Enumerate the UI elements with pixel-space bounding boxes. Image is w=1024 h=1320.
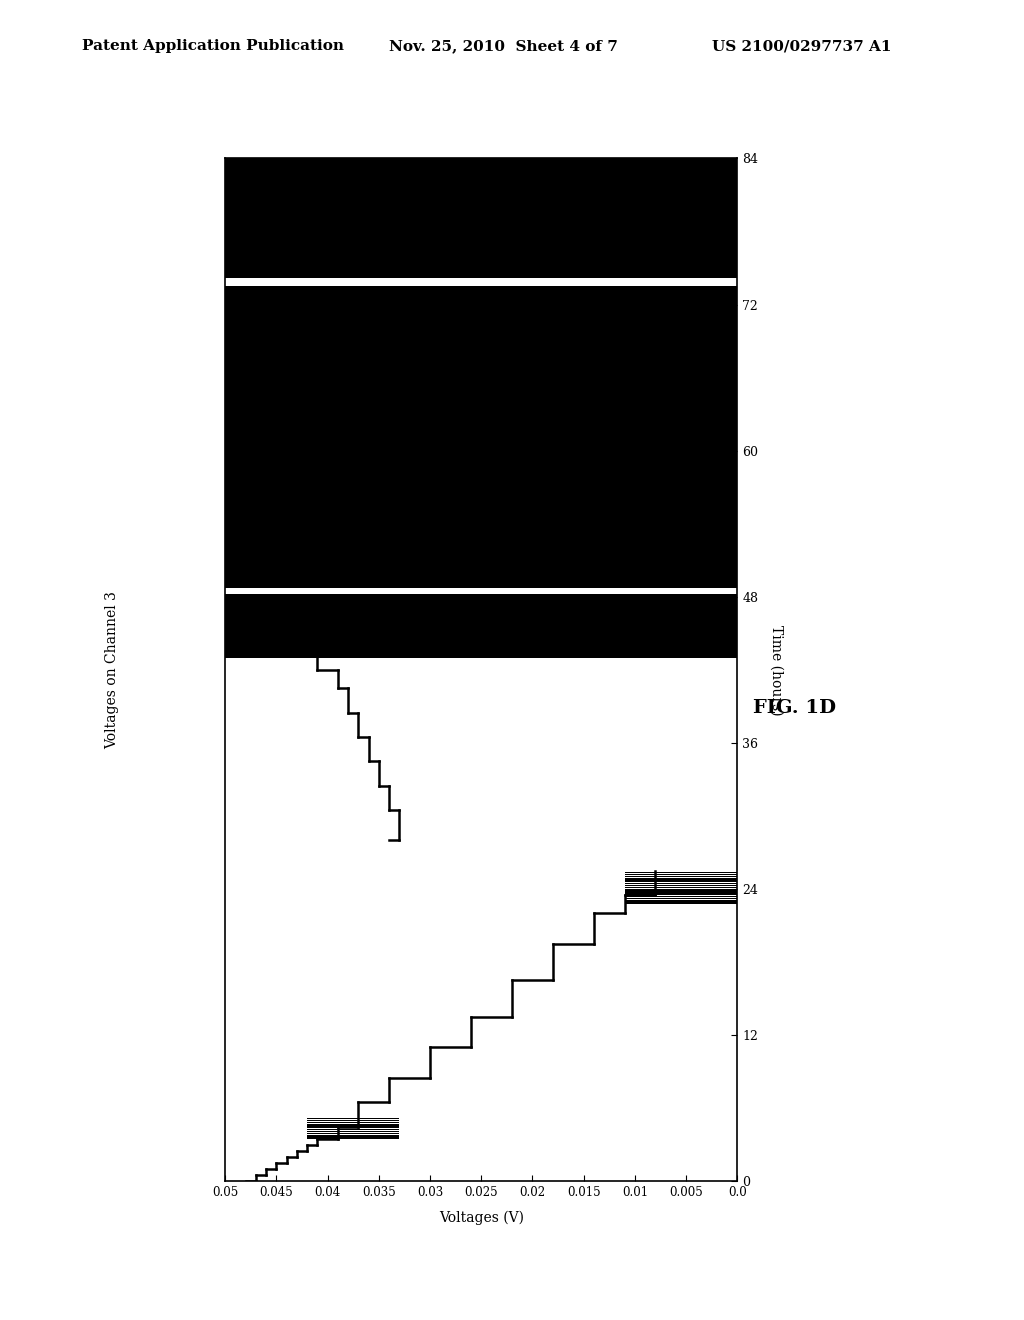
Text: FIG. 1D: FIG. 1D <box>753 698 836 717</box>
Text: Patent Application Publication: Patent Application Publication <box>82 40 344 53</box>
Text: Nov. 25, 2010  Sheet 4 of 7: Nov. 25, 2010 Sheet 4 of 7 <box>389 40 618 53</box>
X-axis label: Voltages (V): Voltages (V) <box>438 1210 524 1225</box>
Text: US 2100/0297737 A1: US 2100/0297737 A1 <box>712 40 891 53</box>
Text: Voltages on Channel 3: Voltages on Channel 3 <box>105 591 120 748</box>
Y-axis label: Time (hours): Time (hours) <box>769 624 783 715</box>
